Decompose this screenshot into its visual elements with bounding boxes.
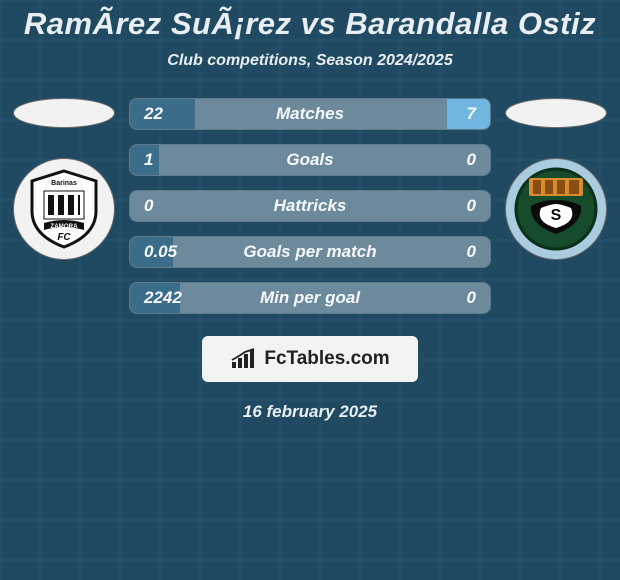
- stat-label: Goals: [130, 150, 490, 170]
- stat-left-value: 0: [144, 196, 153, 216]
- left-flag: [13, 98, 115, 128]
- stat-left-value: 0.05: [144, 242, 177, 262]
- svg-text:S: S: [551, 207, 562, 224]
- stat-label: Min per goal: [130, 288, 490, 308]
- page-subtitle: Club competitions, Season 2024/2025: [0, 52, 620, 70]
- svg-text:FC: FC: [57, 232, 71, 243]
- brand-chart-icon: [230, 348, 258, 370]
- stats-column: 22Matches71Goals00Hattricks00.05Goals pe…: [129, 98, 491, 314]
- right-flag: [505, 98, 607, 128]
- stat-right-value: 0: [467, 242, 476, 262]
- brand-box[interactable]: FcTables.com: [202, 336, 418, 382]
- date-line: 16 february 2025: [0, 402, 620, 422]
- brand-text: FcTables.com: [264, 348, 389, 370]
- stat-right-value: 0: [467, 196, 476, 216]
- stat-right-value: 0: [467, 150, 476, 170]
- stat-bar: 2242Min per goal0: [129, 282, 491, 314]
- svg-text:ZAMORA: ZAMORA: [50, 223, 78, 230]
- stat-label: Goals per match: [130, 242, 490, 262]
- stat-left-value: 1: [144, 150, 153, 170]
- stat-bar: 1Goals0: [129, 144, 491, 176]
- stat-label: Matches: [130, 104, 490, 124]
- stat-bar: 22Matches7: [129, 98, 491, 130]
- left-player-col: Barinas ZAMORA FC: [13, 98, 115, 260]
- stat-left-value: 2242: [144, 288, 182, 308]
- right-player-col: S: [505, 98, 607, 260]
- stat-left-value: 22: [144, 104, 163, 124]
- stat-right-value: 7: [467, 104, 476, 124]
- svg-text:Barinas: Barinas: [51, 180, 77, 187]
- zamora-badge-icon: Barinas ZAMORA FC: [22, 167, 106, 251]
- left-club-badge: Barinas ZAMORA FC: [13, 158, 115, 260]
- stat-bar: 0Hattricks0: [129, 190, 491, 222]
- stat-label: Hattricks: [130, 196, 490, 216]
- stat-bar: 0.05Goals per match0: [129, 236, 491, 268]
- stat-right-value: 0: [467, 288, 476, 308]
- page-title: RamÃ­rez SuÃ¡rez vs Barandalla Ostiz: [0, 6, 620, 42]
- right-club-badge: S: [505, 158, 607, 260]
- sestao-badge-icon: S: [511, 164, 601, 254]
